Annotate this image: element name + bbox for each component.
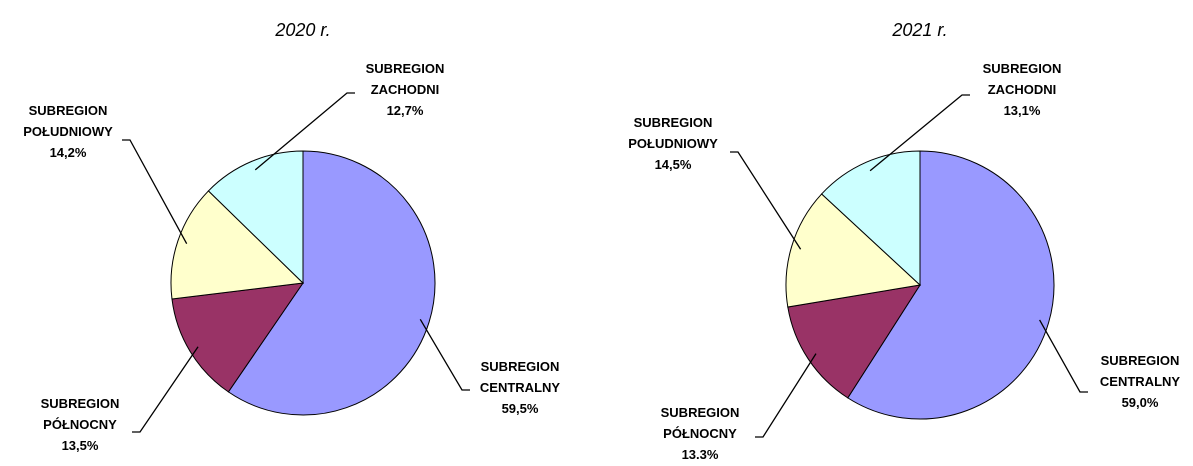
category-label: SUBREGION CENTRALNY xyxy=(479,359,561,395)
value-label: 14,5% xyxy=(654,157,692,172)
category-label: SUBREGION ZACHODNI xyxy=(365,61,445,97)
category-label: SUBREGION POŁUDNIOWY xyxy=(23,103,113,139)
leader-line xyxy=(122,139,188,245)
leader-line xyxy=(419,318,470,391)
value-label: 13,5% xyxy=(61,438,99,453)
value-label: 59,5% xyxy=(501,401,539,416)
value-label: 14,2% xyxy=(49,145,87,160)
value-label: 12,7% xyxy=(386,103,424,118)
leader-line xyxy=(132,346,199,433)
category-label: SUBREGION CENTRALNY xyxy=(1099,353,1181,389)
value-label: 13,1% xyxy=(1003,103,1041,118)
category-label: SUBREGION PÓŁNOCNY xyxy=(40,396,120,432)
pie-slice xyxy=(171,282,305,393)
chart-title: 2020 r. xyxy=(275,20,331,40)
leader-line xyxy=(254,92,355,171)
pie-slice xyxy=(787,284,922,399)
pie-slice xyxy=(847,150,1055,420)
category-label: SUBREGION POŁUDNIOWY xyxy=(628,115,718,151)
leader-line xyxy=(1039,319,1088,393)
leader-line xyxy=(869,94,970,172)
value-label: 13.3% xyxy=(681,447,719,462)
pie-slice xyxy=(820,150,921,287)
category-label: SUBREGION ZACHODNI xyxy=(982,61,1062,97)
pie-slice xyxy=(170,190,305,300)
category-label: SUBREGION PÓŁNOCNY xyxy=(660,405,740,441)
pie-slice xyxy=(227,150,436,416)
pie-slice xyxy=(207,150,304,285)
pie-slice xyxy=(785,193,922,308)
value-label: 59,0% xyxy=(1121,395,1159,410)
chart-title: 2021 r. xyxy=(892,20,948,40)
leader-line xyxy=(755,353,817,438)
leader-line xyxy=(730,151,802,250)
